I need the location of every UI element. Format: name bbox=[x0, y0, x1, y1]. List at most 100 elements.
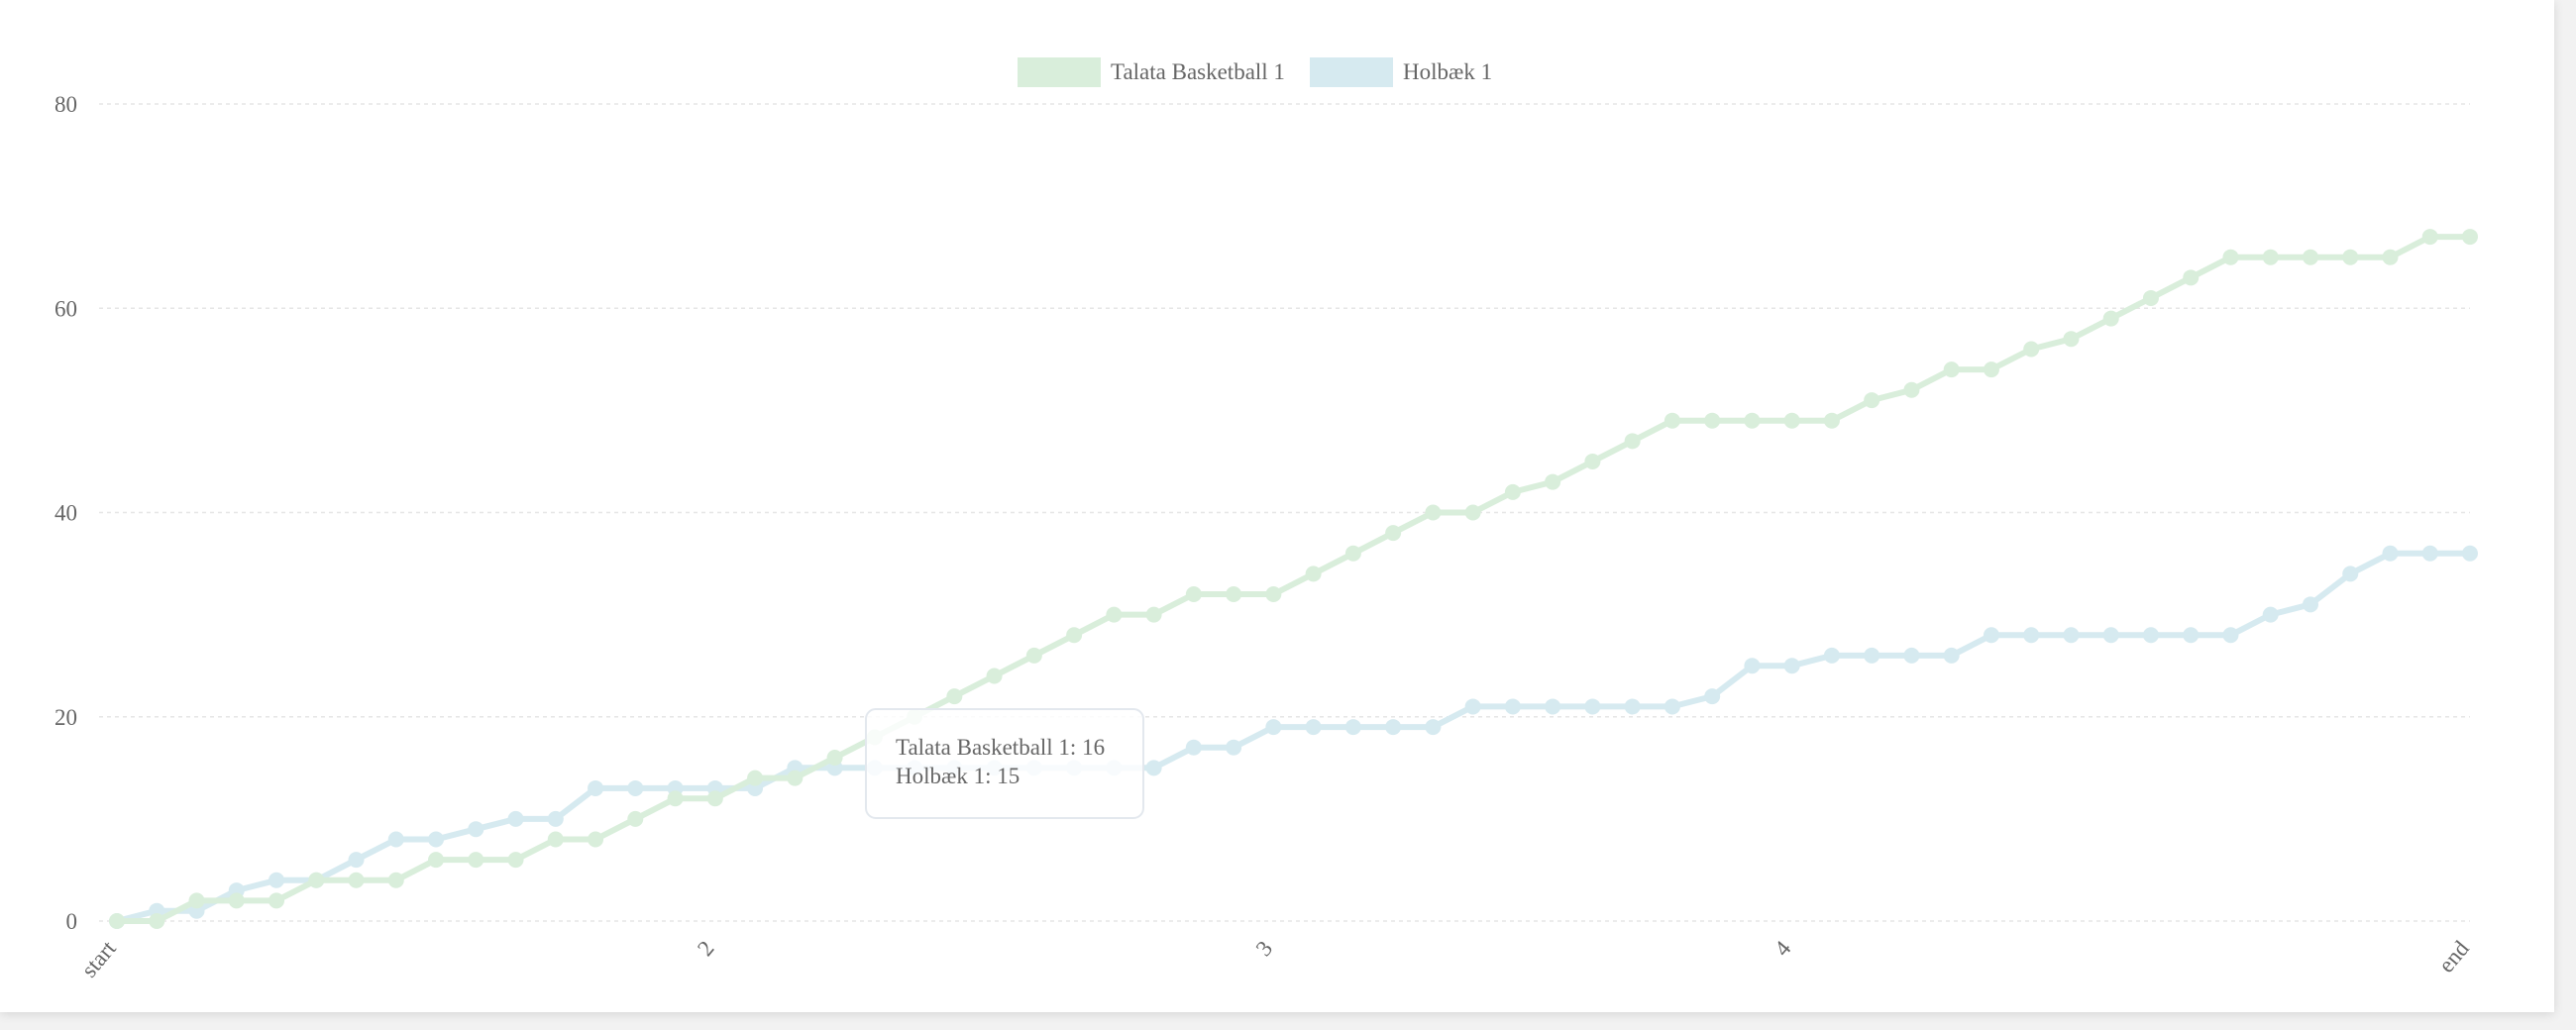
data-point[interactable] bbox=[2342, 249, 2359, 265]
data-point[interactable] bbox=[2222, 627, 2239, 644]
data-point[interactable] bbox=[627, 810, 644, 827]
data-point[interactable] bbox=[747, 770, 764, 786]
data-point[interactable] bbox=[946, 688, 963, 705]
data-point[interactable] bbox=[588, 779, 604, 796]
data-point[interactable] bbox=[2382, 249, 2399, 265]
data-point[interactable] bbox=[1783, 412, 1800, 429]
data-point[interactable] bbox=[1464, 504, 1481, 521]
data-point[interactable] bbox=[468, 821, 484, 838]
data-point[interactable] bbox=[1385, 525, 1402, 542]
data-point[interactable] bbox=[2262, 249, 2279, 265]
data-point[interactable] bbox=[428, 831, 445, 848]
data-point[interactable] bbox=[1504, 698, 1521, 715]
data-point[interactable] bbox=[2222, 249, 2239, 265]
data-point[interactable] bbox=[1145, 606, 1162, 623]
data-point[interactable] bbox=[1025, 647, 1042, 664]
legend-item-0[interactable]: Talata Basketball 1 bbox=[1018, 57, 1285, 87]
data-point[interactable] bbox=[1226, 739, 1242, 756]
data-point[interactable] bbox=[1823, 412, 1840, 429]
data-point[interactable] bbox=[2023, 341, 2040, 358]
data-point[interactable] bbox=[826, 750, 843, 766]
data-point[interactable] bbox=[1344, 719, 1361, 736]
data-point[interactable] bbox=[2302, 596, 2318, 613]
data-point[interactable] bbox=[507, 810, 524, 827]
data-point[interactable] bbox=[2342, 566, 2359, 582]
data-point[interactable] bbox=[188, 892, 205, 909]
data-point[interactable] bbox=[787, 770, 804, 786]
data-point[interactable] bbox=[1744, 412, 1761, 429]
data-point[interactable] bbox=[1226, 586, 1242, 602]
data-point[interactable] bbox=[2421, 545, 2438, 562]
data-point[interactable] bbox=[1664, 412, 1680, 429]
data-point[interactable] bbox=[468, 852, 484, 869]
legend-item-1[interactable]: Holbæk 1 bbox=[1310, 57, 1492, 87]
data-point[interactable] bbox=[2183, 269, 2200, 286]
data-point[interactable] bbox=[2302, 249, 2318, 265]
data-point[interactable] bbox=[1265, 586, 1282, 602]
data-point[interactable] bbox=[1903, 381, 1920, 398]
data-point[interactable] bbox=[1943, 361, 1960, 378]
data-point[interactable] bbox=[2262, 606, 2279, 623]
data-point[interactable] bbox=[2142, 627, 2159, 644]
data-point[interactable] bbox=[2142, 289, 2159, 306]
data-point[interactable] bbox=[1983, 627, 1999, 644]
data-point[interactable] bbox=[2421, 229, 2438, 246]
data-point[interactable] bbox=[2102, 310, 2119, 327]
data-point[interactable] bbox=[1823, 647, 1840, 664]
data-point[interactable] bbox=[588, 831, 604, 848]
data-point[interactable] bbox=[149, 913, 165, 929]
data-point[interactable] bbox=[1344, 545, 1361, 562]
data-point[interactable] bbox=[1305, 719, 1322, 736]
data-point[interactable] bbox=[1864, 392, 1880, 409]
data-point[interactable] bbox=[1943, 647, 1960, 664]
data-point[interactable] bbox=[1185, 586, 1202, 602]
data-point[interactable] bbox=[2462, 545, 2478, 562]
data-point[interactable] bbox=[1066, 627, 1083, 644]
data-point[interactable] bbox=[268, 892, 285, 909]
data-point[interactable] bbox=[1624, 698, 1641, 715]
data-point[interactable] bbox=[667, 790, 684, 807]
data-point[interactable] bbox=[1425, 719, 1442, 736]
data-point[interactable] bbox=[1464, 698, 1481, 715]
data-point[interactable] bbox=[348, 872, 365, 888]
data-point[interactable] bbox=[2382, 545, 2399, 562]
data-point[interactable] bbox=[1305, 566, 1322, 582]
data-point[interactable] bbox=[1903, 647, 1920, 664]
data-point[interactable] bbox=[1106, 606, 1123, 623]
data-point[interactable] bbox=[1664, 698, 1680, 715]
data-point[interactable] bbox=[2462, 229, 2478, 246]
data-point[interactable] bbox=[1584, 698, 1601, 715]
data-point[interactable] bbox=[507, 852, 524, 869]
data-point[interactable] bbox=[308, 872, 325, 888]
legend[interactable]: Talata Basketball 1 Holbæk 1 bbox=[1018, 57, 1492, 87]
data-point[interactable] bbox=[2102, 627, 2119, 644]
data-point[interactable] bbox=[1983, 361, 1999, 378]
data-point[interactable] bbox=[2063, 331, 2080, 348]
data-point[interactable] bbox=[1425, 504, 1442, 521]
data-point[interactable] bbox=[387, 831, 404, 848]
data-point[interactable] bbox=[1744, 658, 1761, 674]
data-point[interactable] bbox=[986, 668, 1003, 684]
data-point[interactable] bbox=[1545, 698, 1561, 715]
data-point[interactable] bbox=[706, 790, 723, 807]
data-point[interactable] bbox=[1185, 739, 1202, 756]
data-point[interactable] bbox=[1545, 473, 1561, 490]
data-point[interactable] bbox=[109, 913, 125, 929]
data-point[interactable] bbox=[1783, 658, 1800, 674]
data-point[interactable] bbox=[1584, 453, 1601, 469]
data-point[interactable] bbox=[387, 872, 404, 888]
data-point[interactable] bbox=[2023, 627, 2040, 644]
data-point[interactable] bbox=[1504, 483, 1521, 500]
data-point[interactable] bbox=[627, 779, 644, 796]
data-point[interactable] bbox=[428, 852, 445, 869]
data-point[interactable] bbox=[2063, 627, 2080, 644]
data-point[interactable] bbox=[228, 892, 245, 909]
data-point[interactable] bbox=[1864, 647, 1880, 664]
data-point[interactable] bbox=[547, 810, 564, 827]
data-point[interactable] bbox=[268, 872, 285, 888]
data-point[interactable] bbox=[2183, 627, 2200, 644]
data-point[interactable] bbox=[1265, 719, 1282, 736]
data-point[interactable] bbox=[1385, 719, 1402, 736]
data-point[interactable] bbox=[348, 852, 365, 869]
data-point[interactable] bbox=[547, 831, 564, 848]
